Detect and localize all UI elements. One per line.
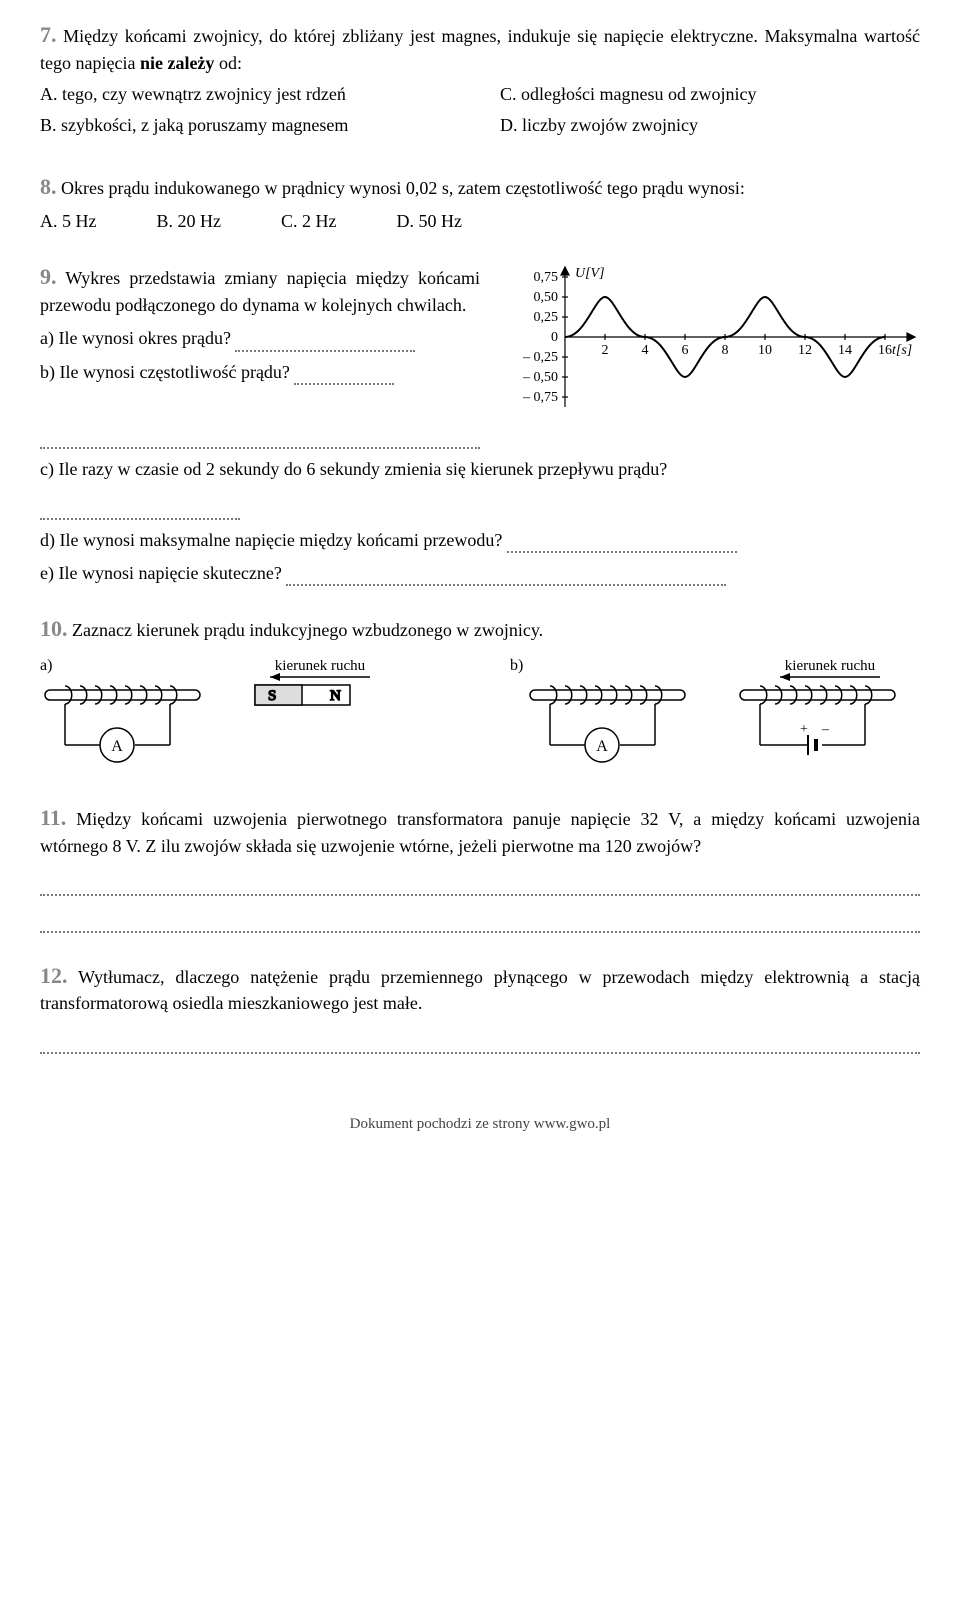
svg-text:8: 8	[722, 343, 729, 358]
question-8: 8. Okres prądu indukowanego w prądnicy w…	[40, 172, 920, 234]
q7-options: A. tego, czy wewnątrz zwojnicy jest rdze…	[40, 82, 920, 144]
q8-opt-b: B. 20 Hz	[157, 209, 222, 234]
svg-text:2: 2	[602, 343, 609, 358]
answer-blank[interactable]	[40, 1027, 920, 1054]
q7-bold: nie zależy	[140, 53, 214, 73]
q10-ruch-label: kierunek ruchu	[275, 658, 366, 674]
q9-a: a) Ile wynosi okres prądu?	[40, 328, 231, 348]
svg-text:0: 0	[551, 330, 558, 345]
q10-text: Zaznacz kierunek prądu indukcyjnego wzbu…	[72, 620, 543, 640]
q9-text: Wykres przedstawia zmiany napięcia międz…	[40, 268, 480, 315]
q10-diagram-b: b) kierunek ruchu	[510, 655, 920, 775]
svg-text:6: 6	[682, 343, 689, 358]
q7-opt-a: A. tego, czy wewnątrz zwojnicy jest rdze…	[40, 82, 460, 107]
q7-opt-b: B. szybkości, z jaką poruszamy magnesem	[40, 113, 460, 138]
footer: Dokument pochodzi ze strony www.gwo.pl	[40, 1114, 920, 1135]
svg-text:12: 12	[798, 343, 812, 358]
answer-blank[interactable]	[286, 570, 726, 586]
question-10: 10. Zaznacz kierunek prądu indukcyjnego …	[40, 614, 920, 775]
answer-blank[interactable]	[507, 537, 737, 553]
question-11: 11. Między końcami uzwojenia pierwotnego…	[40, 803, 920, 933]
chart-xlabel: t[s]	[892, 343, 912, 358]
q9-c: c) Ile razy w czasie od 2 sekundy do 6 s…	[40, 457, 920, 482]
q8-opt-d: D. 50 Hz	[397, 209, 463, 234]
q9-chart: U[V] t[s] 0,75 0,50 0,25 0 – 0,25 – 0,50…	[500, 262, 920, 412]
answer-blank[interactable]	[294, 369, 394, 385]
answer-blank[interactable]	[40, 906, 920, 933]
q10-b-label: b)	[510, 657, 523, 674]
q10-num: 10.	[40, 616, 68, 641]
svg-text:14: 14	[838, 343, 852, 358]
svg-text:– 0,25: – 0,25	[522, 350, 558, 365]
svg-text:– 0,50: – 0,50	[522, 370, 558, 385]
svg-text:4: 4	[642, 343, 649, 358]
q7-text2: od:	[214, 53, 242, 73]
q11-text: Między końcami uzwojenia pierwotnego tra…	[40, 809, 920, 856]
q12-num: 12.	[40, 963, 68, 988]
answer-blank[interactable]	[40, 869, 920, 896]
q10-a-label: a)	[40, 657, 52, 674]
svg-text:0,75: 0,75	[534, 270, 559, 285]
q8-options: A. 5 Hz B. 20 Hz C. 2 Hz D. 50 Hz	[40, 209, 920, 234]
svg-text:10: 10	[758, 343, 772, 358]
svg-text:0,25: 0,25	[534, 310, 559, 325]
answer-blank[interactable]	[40, 493, 240, 520]
q7-opt-d: D. liczby zwojów zwojnicy	[500, 113, 920, 138]
q9-d: d) Ile wynosi maksymalne napięcie między…	[40, 530, 502, 550]
question-12: 12. Wytłumacz, dlaczego natężenie prądu …	[40, 961, 920, 1054]
q8-opt-c: C. 2 Hz	[281, 209, 337, 234]
svg-text:0,50: 0,50	[534, 290, 559, 305]
q8-opt-a: A. 5 Hz	[40, 209, 97, 234]
svg-text:16: 16	[878, 343, 892, 358]
q10-diagram-a: a) kierunek ruchu	[40, 655, 450, 775]
svg-text:A: A	[111, 738, 123, 755]
q8-text: Okres prądu indukowanego w prądnicy wyno…	[61, 178, 745, 198]
question-7: 7. Między końcami zwojnicy, do której zb…	[40, 20, 920, 144]
svg-text:N: N	[330, 688, 341, 704]
q11-num: 11.	[40, 805, 66, 830]
q12-text: Wytłumacz, dlaczego natężenie prądu prze…	[40, 967, 920, 1014]
svg-text:A: A	[596, 738, 608, 755]
svg-text:S: S	[268, 688, 276, 704]
svg-text:– 0,75: – 0,75	[522, 390, 558, 405]
q8-num: 8.	[40, 174, 57, 199]
q7-num: 7.	[40, 22, 57, 47]
q9-num: 9.	[40, 264, 57, 289]
q7-opt-c: C. odległości magnesu od zwojnicy	[500, 82, 920, 107]
q9-b: b) Ile wynosi częstotliwość prądu?	[40, 362, 290, 382]
question-9: 9. Wykres przedstawia zmiany napięcia mi…	[40, 262, 920, 586]
answer-blank[interactable]	[235, 335, 415, 351]
chart-ylabel: U[V]	[575, 266, 605, 281]
svg-text:+: +	[800, 722, 808, 737]
q9-e: e) Ile wynosi napięcie skuteczne?	[40, 563, 282, 583]
svg-text:–: –	[821, 722, 830, 737]
answer-blank[interactable]	[40, 422, 480, 449]
q10-ruch-label: kierunek ruchu	[785, 658, 876, 674]
